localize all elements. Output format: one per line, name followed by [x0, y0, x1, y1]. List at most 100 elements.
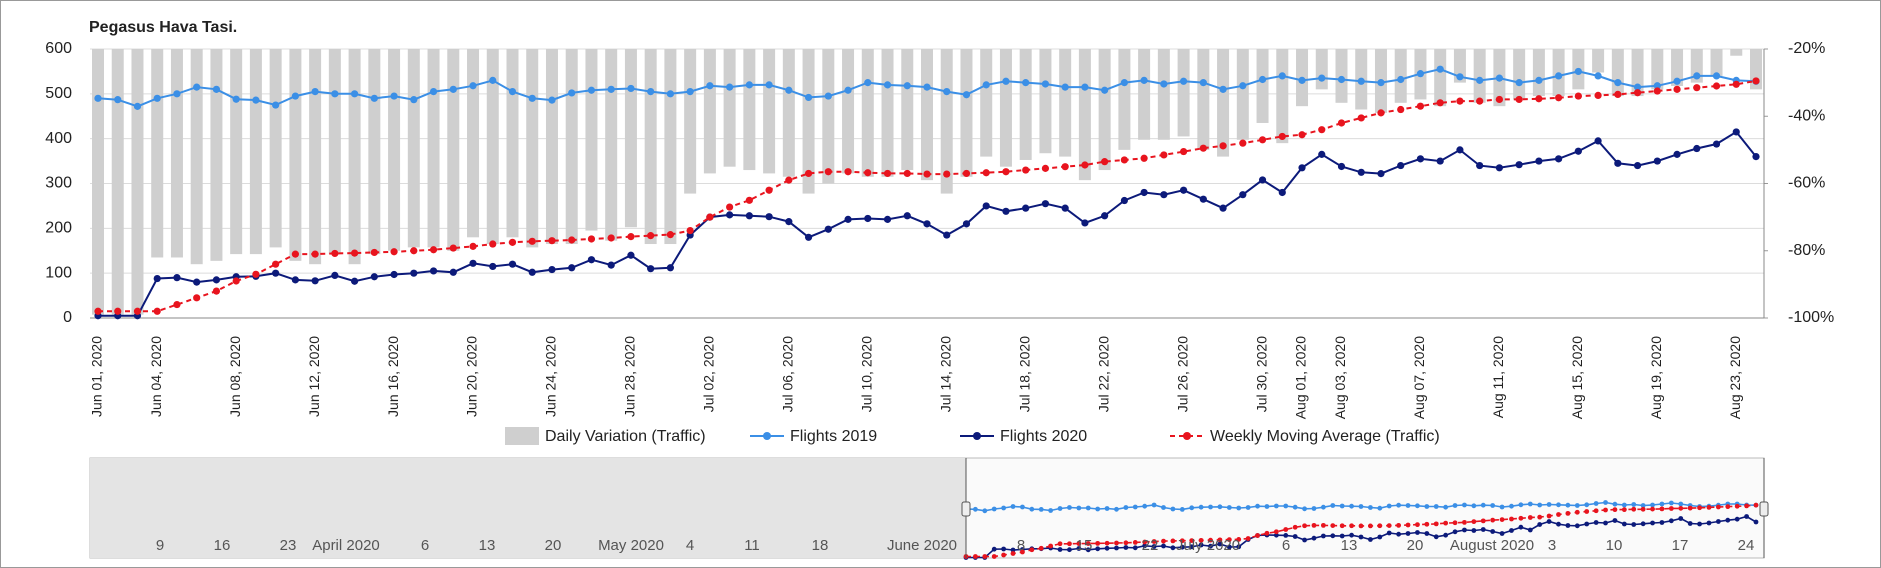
- point: [1495, 164, 1504, 172]
- point: [1151, 502, 1157, 508]
- point: [1318, 150, 1326, 158]
- point: [1415, 522, 1420, 528]
- point: [982, 202, 990, 210]
- point: [1753, 519, 1759, 525]
- point: [1436, 157, 1444, 165]
- point: [1476, 97, 1484, 105]
- point: [1198, 537, 1204, 543]
- point: [1593, 501, 1599, 506]
- legend-swatch: [505, 427, 539, 445]
- point: [1659, 501, 1665, 507]
- point: [1283, 533, 1289, 538]
- point: [1631, 502, 1637, 507]
- y-tick-label: 500: [45, 85, 72, 102]
- y-tick-label: 300: [45, 175, 72, 192]
- point: [1357, 77, 1365, 85]
- point: [232, 95, 240, 103]
- point: [1123, 505, 1129, 510]
- point: [1509, 528, 1514, 533]
- legend-dot: [1183, 432, 1191, 440]
- point: [370, 94, 378, 102]
- point: [1022, 204, 1030, 212]
- point: [449, 268, 457, 276]
- point: [153, 274, 161, 283]
- navigator-label: May 2020: [598, 537, 664, 554]
- point: [1490, 503, 1496, 508]
- point: [1527, 501, 1533, 507]
- point: [1405, 522, 1411, 528]
- point: [1311, 535, 1317, 541]
- point: [1057, 541, 1063, 547]
- navigator-label: June 2020: [887, 537, 957, 554]
- bar: [1276, 49, 1289, 144]
- point: [1518, 524, 1524, 530]
- bar: [644, 49, 657, 245]
- point: [864, 79, 872, 87]
- point: [449, 85, 457, 93]
- point: [1593, 520, 1599, 525]
- point: [903, 169, 911, 178]
- point: [1659, 520, 1665, 525]
- point: [1239, 139, 1247, 147]
- point: [1114, 506, 1119, 512]
- point: [528, 237, 536, 245]
- point: [1010, 547, 1016, 553]
- point: [1612, 518, 1618, 523]
- point: [943, 231, 951, 239]
- point: [1614, 159, 1622, 167]
- point: [311, 277, 319, 285]
- point: [1067, 505, 1072, 510]
- bar: [92, 49, 104, 315]
- point: [1273, 529, 1279, 535]
- point: [962, 91, 971, 99]
- point: [1405, 531, 1411, 536]
- point: [193, 83, 201, 91]
- navigator-label: 18: [812, 537, 829, 554]
- point: [1640, 506, 1646, 512]
- point: [469, 242, 477, 250]
- point: [785, 218, 793, 226]
- point: [883, 215, 892, 223]
- point: [666, 231, 675, 239]
- point: [1273, 503, 1279, 509]
- point: [1101, 212, 1109, 220]
- point: [1377, 534, 1383, 540]
- y-tick-label: 0: [63, 309, 72, 326]
- y2-tick-label: -100%: [1788, 309, 1834, 326]
- bar: [723, 49, 736, 167]
- point: [1151, 544, 1157, 549]
- point: [1452, 520, 1458, 526]
- point: [212, 287, 221, 295]
- point: [1397, 161, 1405, 170]
- point: [1377, 505, 1383, 511]
- point: [1002, 77, 1010, 85]
- point: [1535, 157, 1543, 165]
- point: [627, 84, 635, 93]
- x-tick-label: Jun 12, 2020: [306, 336, 322, 417]
- point: [94, 94, 102, 102]
- point: [1433, 504, 1439, 509]
- point: [1456, 97, 1464, 105]
- navigator-label: 22: [1142, 537, 1159, 554]
- point: [1076, 546, 1082, 551]
- point: [508, 238, 517, 246]
- point: [1179, 538, 1185, 544]
- bar: [624, 49, 637, 228]
- point: [1120, 196, 1128, 205]
- point: [1499, 531, 1505, 536]
- point: [1140, 76, 1148, 84]
- bar: [1493, 49, 1506, 107]
- point: [1208, 543, 1213, 549]
- point: [1142, 503, 1148, 509]
- navigator-label: 23: [280, 537, 297, 554]
- bar: [1592, 49, 1605, 73]
- y2-tick-label: -80%: [1788, 242, 1825, 259]
- point: [350, 249, 359, 257]
- point: [1245, 505, 1251, 510]
- point: [1386, 530, 1392, 536]
- point: [1633, 89, 1642, 97]
- point: [1574, 147, 1582, 155]
- point: [1292, 534, 1298, 539]
- point: [390, 92, 398, 100]
- point: [1673, 150, 1681, 158]
